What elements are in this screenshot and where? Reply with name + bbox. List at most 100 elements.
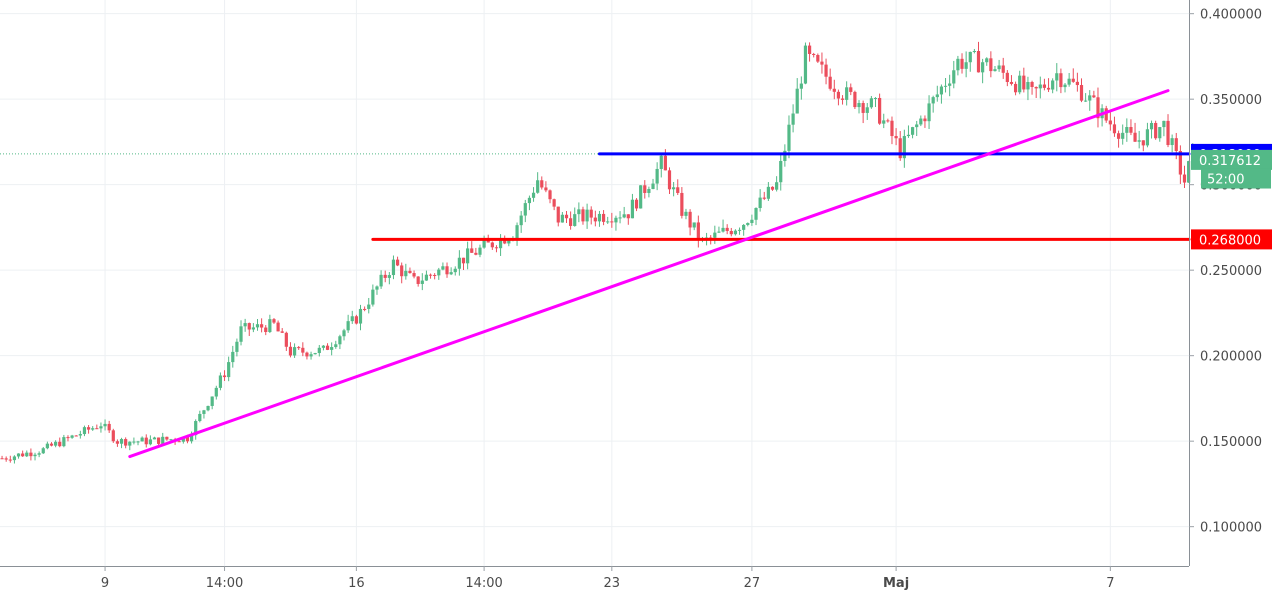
candle xyxy=(412,270,416,279)
candle-body xyxy=(288,346,293,356)
candle xyxy=(1121,124,1125,145)
candle-body xyxy=(1018,75,1022,93)
candle xyxy=(651,178,655,190)
candle xyxy=(103,419,107,431)
candle-body xyxy=(490,242,494,248)
candle xyxy=(849,83,853,96)
candle-body xyxy=(1158,127,1162,139)
candle-body xyxy=(634,199,639,209)
candle xyxy=(325,343,330,351)
candle-body xyxy=(676,187,680,193)
candle-body xyxy=(845,87,849,100)
candle xyxy=(260,318,264,333)
candle xyxy=(861,100,865,124)
candle-body xyxy=(791,113,795,125)
candle-body xyxy=(519,215,523,226)
candle-body xyxy=(750,219,754,224)
candle-body xyxy=(247,323,251,330)
candle-body xyxy=(367,304,371,309)
candle xyxy=(680,187,684,219)
candle-body xyxy=(420,280,424,284)
candle xyxy=(214,385,218,400)
candle-body xyxy=(1038,84,1042,89)
candle-body xyxy=(770,186,775,190)
candle-body xyxy=(260,324,264,328)
x-tick-label: 16 xyxy=(348,576,365,591)
x-tick-label: 7 xyxy=(1106,576,1114,591)
candle-body xyxy=(816,55,820,62)
candle xyxy=(581,206,585,225)
candle xyxy=(227,356,231,382)
candle-body xyxy=(853,91,857,108)
candle-body xyxy=(729,231,733,235)
candle-body xyxy=(416,276,420,284)
candle xyxy=(470,241,474,253)
candle xyxy=(206,405,210,412)
candle xyxy=(845,81,849,106)
candle xyxy=(737,227,742,235)
candle-body xyxy=(461,257,466,264)
candle xyxy=(527,195,532,211)
candle-body xyxy=(445,266,449,275)
candle-body xyxy=(828,76,832,89)
candle-body xyxy=(486,240,490,243)
candle-body xyxy=(713,232,717,238)
candle-body xyxy=(424,274,429,281)
candle-body xyxy=(1145,129,1150,146)
candle-body xyxy=(1092,95,1096,98)
candle-body xyxy=(313,353,317,355)
candle xyxy=(416,276,420,287)
candle xyxy=(375,285,379,295)
candle xyxy=(787,115,791,159)
candle-body xyxy=(1170,138,1174,146)
candle-body xyxy=(292,347,297,356)
candle-body xyxy=(272,319,276,323)
candle xyxy=(902,129,906,168)
candle xyxy=(25,450,29,458)
countdown-badge: 52:00 xyxy=(1201,168,1271,189)
candle xyxy=(445,262,449,278)
candle-body xyxy=(206,405,210,411)
candle xyxy=(16,453,21,459)
candle-body xyxy=(379,274,383,287)
candle-body xyxy=(943,85,948,87)
candle xyxy=(1038,76,1042,99)
candle xyxy=(639,185,643,209)
candle xyxy=(647,186,651,198)
candle xyxy=(1108,111,1112,131)
candle-body xyxy=(614,217,618,223)
candle-body xyxy=(717,231,721,233)
candle-body xyxy=(878,97,882,124)
candle-body xyxy=(618,217,622,219)
candle-body xyxy=(985,58,989,63)
support-price-badge: 0.268000 xyxy=(1191,229,1272,250)
candle xyxy=(775,176,779,192)
candle xyxy=(305,351,309,360)
candle-body xyxy=(721,227,725,232)
candle-body xyxy=(189,435,194,442)
candle-body xyxy=(527,197,532,204)
candle-body xyxy=(956,58,960,71)
candle-body xyxy=(408,270,412,274)
candle-body xyxy=(45,443,49,449)
candle-body xyxy=(960,58,964,69)
candle-body xyxy=(49,443,54,446)
candle-body xyxy=(239,326,243,342)
candle xyxy=(589,206,593,225)
candle xyxy=(21,450,25,457)
candle-body xyxy=(437,269,441,276)
candle xyxy=(247,322,251,336)
candle-body xyxy=(1071,78,1075,82)
candle xyxy=(161,432,165,445)
candle-body xyxy=(78,434,82,436)
trend-line[interactable] xyxy=(128,89,1170,459)
candle xyxy=(363,306,367,312)
candle-body xyxy=(552,199,556,207)
annotation-lines[interactable] xyxy=(128,89,1191,459)
candle xyxy=(115,439,120,447)
candle-body xyxy=(198,413,202,422)
candle-body xyxy=(264,327,268,333)
candle-body xyxy=(672,187,676,190)
candle-body xyxy=(762,197,766,199)
